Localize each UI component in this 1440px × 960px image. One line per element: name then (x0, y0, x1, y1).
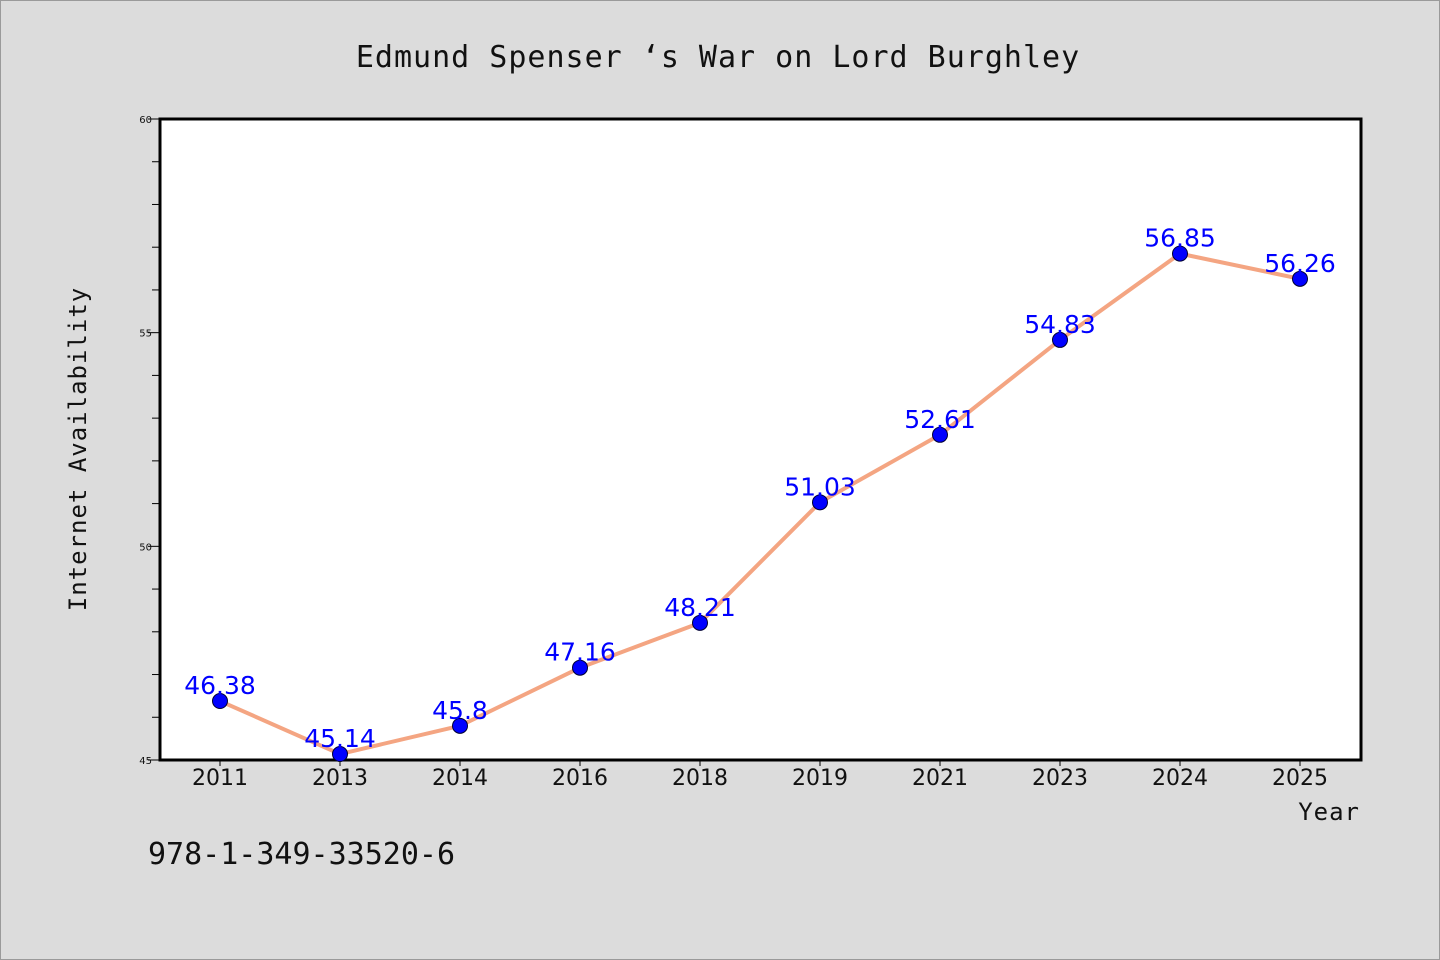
x-tick-label: 2014 (432, 766, 488, 791)
data-label: 54.83 (1024, 310, 1096, 339)
data-point (212, 693, 228, 710)
y-axis-label: Internet Availability (64, 287, 92, 611)
x-tick-label: 2024 (1152, 766, 1208, 791)
x-axis: 2011 2013 2014 2016 2018 2019 2021 2023 2024 2025 (192, 760, 1328, 791)
x-tick-label: 2018 (672, 766, 728, 791)
x-tick-label: 2019 (792, 766, 848, 791)
y-axis: 45 50 55 60 (139, 115, 160, 767)
data-labels: 46.38 45.14 45.8 47.16 48.21 51.03 52.61 54.83 5… (184, 224, 1336, 753)
data-point (1292, 270, 1308, 287)
data-point (332, 746, 348, 763)
x-tick-label: 2011 (192, 766, 248, 791)
series-markers (212, 245, 1308, 763)
data-label: 47.16 (544, 638, 616, 667)
data-point (812, 494, 828, 511)
x-tick-label: 2016 (552, 766, 608, 791)
data-point (932, 426, 948, 443)
data-point (692, 614, 708, 631)
data-point (1052, 331, 1068, 348)
data-label: 56.85 (1144, 224, 1216, 253)
x-tick-label: 2025 (1272, 766, 1328, 791)
series-line (219, 251, 1301, 757)
y-tick-label: 55 (139, 329, 152, 340)
x-tick-label: 2021 (912, 766, 968, 791)
y-tick-label: 50 (139, 542, 152, 553)
plot-area (158, 117, 1363, 762)
data-label: 45.14 (304, 724, 376, 753)
data-label: 45.8 (432, 696, 488, 725)
data-label: 56.26 (1264, 249, 1336, 278)
y-tick-label: 60 (139, 115, 152, 126)
data-point (572, 659, 588, 676)
data-label: 46.38 (184, 671, 256, 700)
y-tick-label: 45 (139, 756, 152, 767)
x-axis-label: Year (1298, 798, 1360, 826)
data-label: 48.21 (664, 593, 736, 622)
x-tick-label: 2023 (1032, 766, 1088, 791)
data-label: 52.61 (904, 405, 976, 434)
isbn-footnote: 978-1-349-33520-6 (148, 837, 455, 872)
data-label: 51.03 (784, 472, 856, 501)
chart-title: Edmund Spenser ‘s War on Lord Burghley (356, 40, 1080, 75)
x-tick-label: 2013 (312, 766, 368, 791)
data-point (452, 717, 468, 734)
data-point (1172, 245, 1188, 262)
